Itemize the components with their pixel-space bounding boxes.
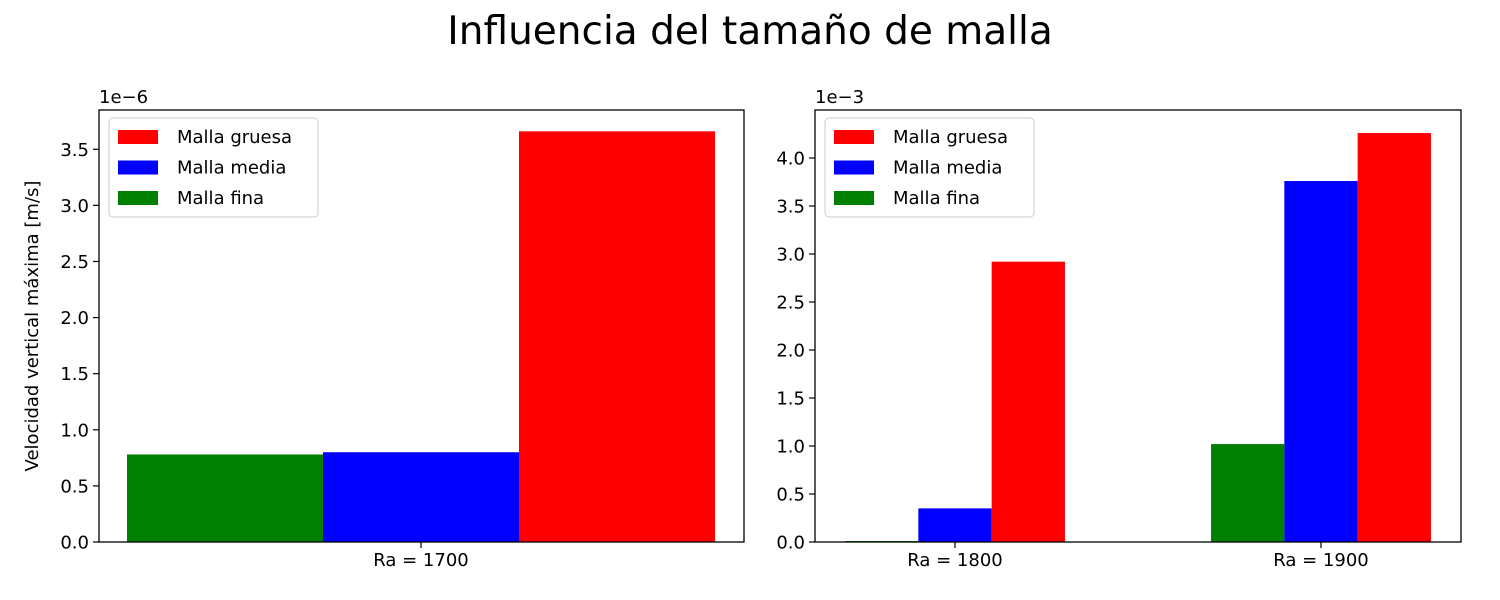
subplot-ra-1700: 0.00.51.01.52.02.53.03.5 Ra = 1700 1e−6 … bbox=[22, 87, 745, 571]
legend-label-malla-fina: Malla fina bbox=[893, 188, 980, 209]
x-ticks: Ra = 1700 bbox=[373, 542, 469, 571]
y-ticks: 0.0 0.5 1.0 1.5 2.0 2.5 3.0 3.5 4.0 bbox=[776, 149, 815, 554]
bar-malla-fina-ra-1900 bbox=[1211, 444, 1285, 542]
bars-group bbox=[845, 133, 1431, 543]
legend-label-malla-gruesa: Malla gruesa bbox=[893, 127, 1008, 148]
y-tick-label: 1.5 bbox=[60, 364, 89, 385]
y-tick-label: 0.5 bbox=[776, 485, 805, 506]
axes-frame bbox=[814, 109, 1462, 543]
legend-swatch-malla-media bbox=[834, 160, 874, 175]
y-ticks: 0.0 0.5 1.0 1.5 2.0 2.5 3.0 3.5 bbox=[60, 140, 99, 554]
y-tick-label: 0.0 bbox=[60, 533, 89, 554]
y-offset-text: 1e−6 bbox=[99, 87, 148, 108]
y-tick-label: 2.5 bbox=[776, 293, 805, 314]
bar-malla-gruesa-ra-1800 bbox=[991, 261, 1065, 542]
legend-label-malla-fina: Malla fina bbox=[177, 188, 264, 209]
bar-malla-media-ra-1900 bbox=[1284, 181, 1358, 543]
y-tick-label: 3.5 bbox=[60, 140, 89, 161]
y-tick-label: 4.0 bbox=[776, 149, 805, 170]
legend: Malla gruesa Malla media Malla fina bbox=[824, 117, 1035, 218]
legend-swatch-malla-media bbox=[118, 160, 158, 175]
bar-malla-gruesa-ra-1700 bbox=[519, 131, 715, 542]
x-tick-label: Ra = 1900 bbox=[1273, 550, 1368, 571]
legend-label-malla-gruesa: Malla gruesa bbox=[177, 127, 292, 148]
y-tick-label: 3.0 bbox=[776, 245, 805, 266]
legend: Malla gruesa Malla media Malla fina bbox=[108, 117, 319, 218]
y-tick-label: 1.0 bbox=[60, 420, 89, 441]
y-offset-text: 1e−3 bbox=[815, 87, 864, 108]
x-tick-label: Ra = 1700 bbox=[373, 550, 468, 571]
axes-frame bbox=[98, 109, 745, 543]
legend-swatch-malla-gruesa bbox=[118, 130, 158, 144]
legend-box bbox=[824, 117, 1035, 218]
bar-malla-media-ra-1700 bbox=[323, 452, 519, 542]
legend-swatch-malla-gruesa bbox=[834, 130, 874, 144]
figure-title: Influencia del tamaño de malla bbox=[447, 9, 1052, 54]
bar-malla-fina-ra-1700 bbox=[127, 454, 323, 542]
y-tick-label: 3.5 bbox=[776, 197, 805, 218]
y-tick-label: 0.0 bbox=[776, 533, 805, 554]
legend-swatch-malla-fina bbox=[834, 191, 874, 205]
y-tick-label: 2.0 bbox=[776, 341, 805, 362]
y-tick-label: 3.0 bbox=[60, 196, 89, 217]
legend-label-malla-media: Malla media bbox=[177, 158, 286, 179]
y-axis-label: Velocidad vertical máxima [m/s] bbox=[22, 181, 43, 472]
y-tick-label: 2.5 bbox=[60, 252, 89, 273]
y-tick-label: 2.0 bbox=[60, 308, 89, 329]
y-tick-label: 0.5 bbox=[60, 476, 89, 497]
legend-swatch-malla-fina bbox=[118, 191, 158, 205]
y-tick-label: 1.5 bbox=[776, 389, 805, 410]
bar-malla-gruesa-ra-1900 bbox=[1357, 133, 1431, 543]
bar-malla-media-ra-1800 bbox=[918, 508, 992, 542]
legend-label-malla-media: Malla media bbox=[893, 158, 1002, 179]
y-tick-label: 1.0 bbox=[776, 437, 805, 458]
legend-box bbox=[108, 117, 319, 218]
bars-group bbox=[127, 131, 715, 542]
subplot-ra-1800-1900: 0.00.51.01.52.02.53.03.54.0 Ra = 1800 Ra … bbox=[776, 87, 1462, 571]
x-tick-label: Ra = 1800 bbox=[907, 550, 1002, 571]
x-ticks: Ra = 1800 Ra = 1900 bbox=[907, 542, 1369, 571]
